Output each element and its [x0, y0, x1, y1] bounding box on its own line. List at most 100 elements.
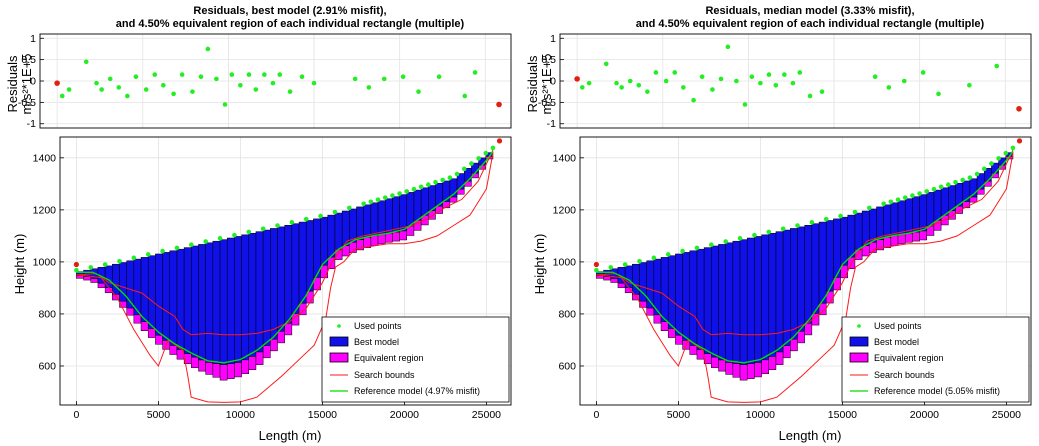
left-residual-point — [416, 89, 421, 94]
left-residual-ytick-label: 1 — [30, 33, 36, 45]
left-legend-points-label: Used points — [354, 321, 402, 331]
right-equivalent-rect — [790, 338, 798, 352]
left-residual-point — [400, 74, 406, 80]
right-equivalent-rect — [725, 362, 734, 375]
right-legend-equivalent-label: Equivalent region — [874, 353, 944, 363]
right-equivalent-rect — [904, 232, 913, 243]
right-equivalent-rect — [912, 231, 920, 242]
right-residual-point — [773, 82, 779, 88]
left-used-point — [411, 186, 417, 192]
left-residual-point — [107, 76, 113, 82]
left-used-point — [483, 150, 489, 156]
right-equivalent-rect — [667, 328, 676, 338]
right-equivalent-rect — [739, 364, 748, 381]
right-used-point — [766, 229, 772, 235]
right-residual-point — [920, 70, 926, 75]
right-equivalent-rect — [768, 356, 777, 370]
left-best-rect — [270, 228, 278, 340]
left-residual-point — [143, 87, 149, 92]
left-equivalent-rect — [392, 231, 400, 242]
right-used-point — [953, 179, 958, 185]
right-used-point — [888, 199, 894, 205]
right-residual-point — [672, 70, 678, 75]
left-best-rect — [241, 234, 250, 361]
right-section-xtick-label: 10000 — [746, 409, 775, 421]
right-used-point — [910, 193, 915, 198]
right-residual-title-line1: Residuals, median model (3.33% misfit), — [705, 5, 914, 17]
right-section-ytick-label: 800 — [558, 308, 576, 320]
right-equivalent-rect — [775, 351, 784, 365]
right-best-rect — [660, 257, 669, 322]
left-search-upper-line — [76, 149, 494, 336]
right-used-point — [637, 258, 642, 264]
right-used-point — [974, 171, 980, 177]
right-used-point — [608, 265, 614, 270]
left-used-point — [117, 258, 122, 264]
right-best-rect — [718, 244, 726, 361]
right-equivalent-rect — [711, 356, 719, 368]
left-residual-point — [152, 72, 158, 77]
left-used-point — [174, 245, 180, 251]
right-used-point — [709, 242, 714, 247]
left-best-rect — [169, 250, 178, 346]
right-best-rect — [933, 189, 942, 221]
left-residual-point — [299, 74, 305, 80]
left-search-lower-line — [76, 152, 494, 403]
right-residual-point — [872, 74, 878, 80]
left-residual-point — [190, 89, 195, 94]
right-section-ytick-label: 1400 — [553, 152, 577, 164]
right-equivalent-rect — [754, 362, 762, 378]
left-best-rect — [183, 247, 192, 354]
left-best-rect — [277, 226, 285, 332]
left-equivalent-rect — [262, 345, 271, 359]
right-search-lower-line — [596, 152, 1014, 403]
left-used-point — [275, 223, 280, 228]
right-equivalent-rect — [689, 345, 698, 355]
left-equivalent-rect — [126, 307, 135, 316]
left-equivalent-rect — [384, 232, 393, 243]
left-used-point — [189, 242, 194, 247]
left-legend-box — [321, 316, 510, 403]
right-used-point — [665, 252, 671, 257]
left-best-rect — [320, 216, 329, 266]
right-best-rect — [847, 214, 856, 258]
left-section-ytick-label: 1200 — [33, 204, 57, 216]
left-residual-ytick-label: 0 — [30, 76, 36, 88]
right-used-point — [996, 156, 1001, 161]
right-best-rect — [754, 236, 762, 363]
right-legend-best-swatch — [849, 336, 869, 347]
left-residual-point — [238, 82, 243, 88]
right-residual-point — [725, 44, 731, 50]
left-best-rect — [349, 208, 357, 243]
right-equivalent-rect — [797, 330, 805, 344]
right-residual-point — [586, 80, 592, 86]
left-section-start-point — [73, 261, 79, 268]
right-residual-point — [718, 76, 724, 82]
left-equivalent-rect — [90, 278, 99, 283]
left-section-xlabel: Length (m) — [259, 428, 322, 443]
right-best-rect — [940, 187, 949, 216]
right-residual-point — [790, 80, 796, 86]
right-residual-ytick-label: 0 — [550, 76, 556, 88]
right-used-point — [594, 267, 599, 273]
right-equivalent-rect — [660, 321, 669, 331]
left-used-point — [102, 262, 108, 267]
right-residual-point — [619, 85, 624, 90]
right-residual-point — [766, 72, 772, 77]
right-best-rect — [761, 234, 770, 361]
right-residual-point — [967, 82, 972, 88]
left-best-rect — [140, 257, 149, 322]
left-best-rect — [298, 221, 307, 304]
left-equivalent-rect — [191, 356, 199, 368]
right-legend-box — [841, 316, 1030, 403]
right-search-upper-line — [596, 149, 1014, 336]
left-equivalent-rect — [83, 276, 92, 281]
left-residual-outlier — [54, 80, 60, 86]
right-section-ytick-label: 1200 — [553, 204, 577, 216]
right-residual-point — [819, 89, 825, 94]
left-residual-frame — [39, 33, 512, 129]
left-best-rect — [413, 189, 422, 221]
left-legend-equivalent-label: Equivalent region — [354, 353, 424, 363]
right-reference-line — [596, 150, 1014, 364]
right-used-point — [823, 216, 829, 222]
